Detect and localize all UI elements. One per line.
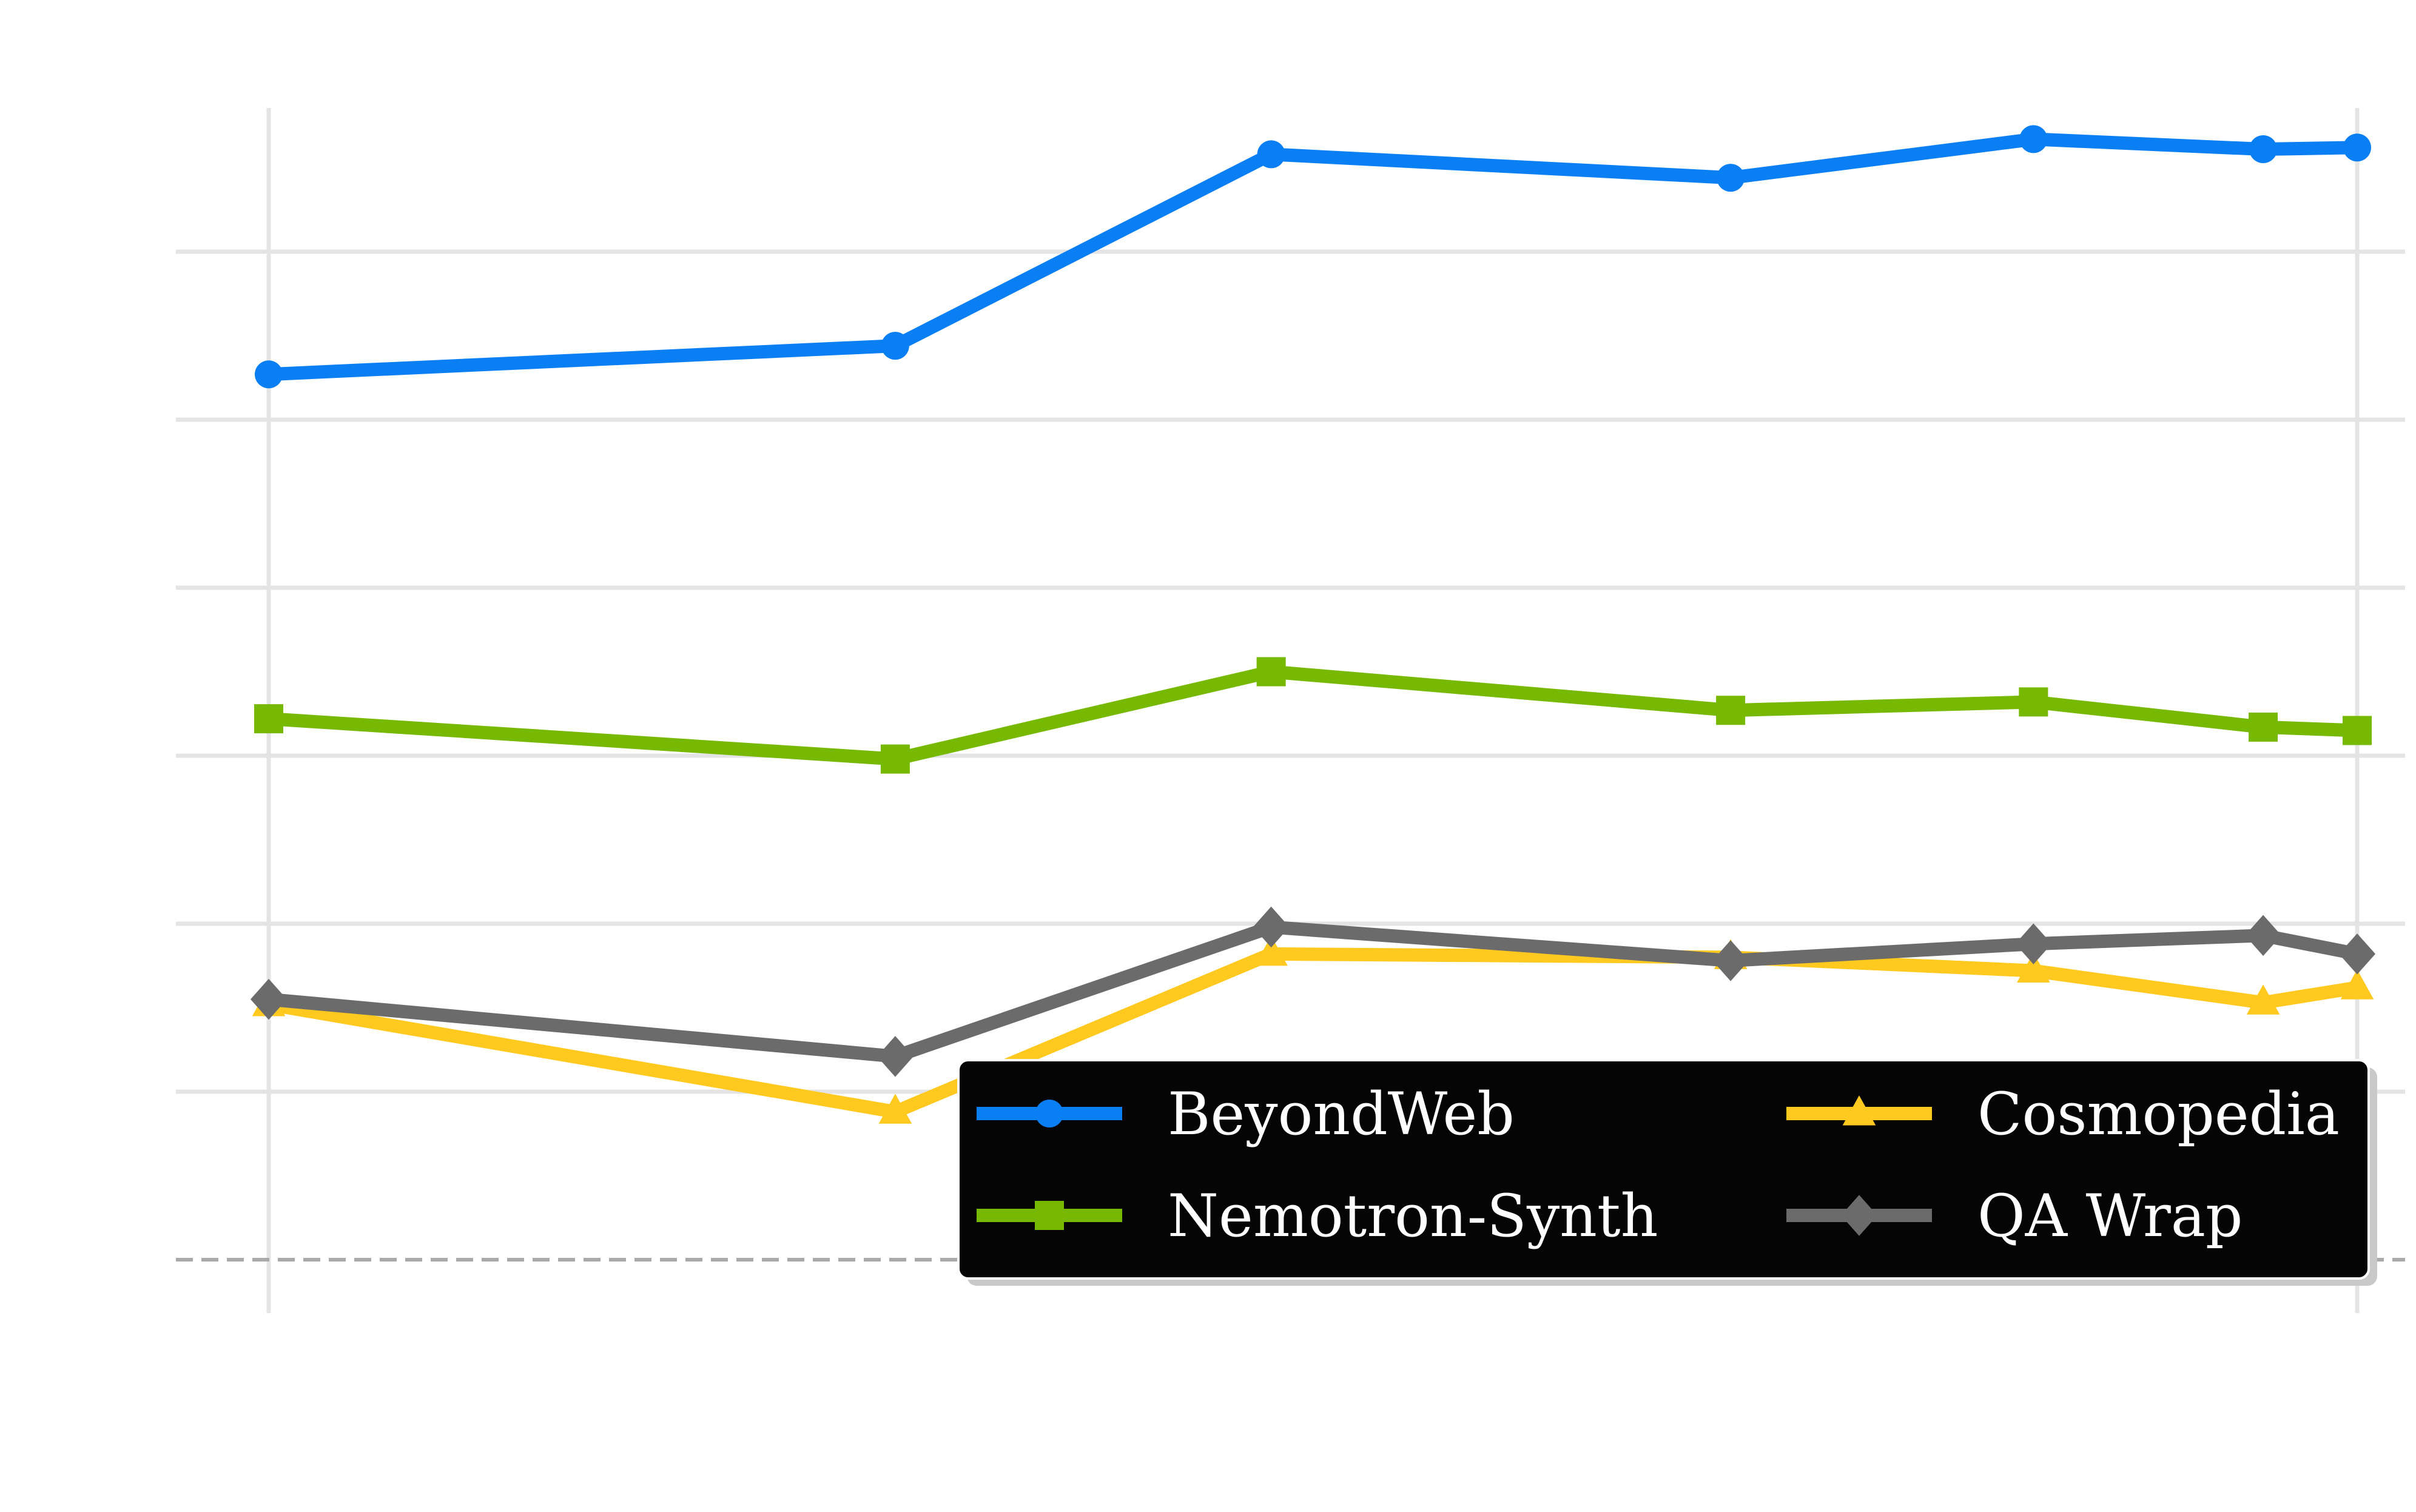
legend: BeyondWeb Nemotron-Synth Cosmopedia QA Wrap <box>957 1059 2377 1286</box>
data-point-beyondweb <box>1717 164 1745 192</box>
data-point-beyondweb <box>881 332 909 360</box>
data-point-qa-wrap <box>877 1036 914 1077</box>
legend-item-qa-wrap: QA Wrap <box>1786 1182 2243 1250</box>
data-point-cosmopedia <box>2017 952 2050 983</box>
legend-item-cosmopedia: Cosmopedia <box>1786 1080 2340 1148</box>
legend-item-beyondweb: BeyondWeb <box>977 1080 1515 1148</box>
series-layer <box>251 125 2375 1124</box>
data-point-beyondweb <box>255 360 283 389</box>
data-point-nemotron-synth <box>2019 687 2048 717</box>
data-point-cosmopedia <box>878 1094 912 1124</box>
data-point-qa-wrap <box>1253 906 1290 948</box>
data-point-nemotron-synth <box>1256 657 1286 687</box>
legend-swatch-marker <box>1035 1100 1063 1127</box>
data-point-qa-wrap <box>1712 940 1749 981</box>
legend-label: QA Wrap <box>1977 1182 2243 1250</box>
data-point-beyondweb <box>2019 125 2048 153</box>
data-point-nemotron-synth <box>1716 696 1746 725</box>
legend-label: BeyondWeb <box>1168 1080 1515 1148</box>
data-point-beyondweb <box>2343 133 2371 162</box>
series-nemotron-synth <box>254 657 2372 774</box>
legend-box <box>957 1059 2370 1280</box>
data-point-beyondweb <box>2249 135 2278 164</box>
data-point-cosmopedia <box>2246 984 2280 1015</box>
data-point-nemotron-synth <box>254 704 283 734</box>
data-point-beyondweb <box>1257 140 1285 169</box>
data-point-cosmopedia <box>1254 935 1288 966</box>
data-point-cosmopedia <box>2340 969 2374 1000</box>
data-point-qa-wrap <box>251 978 287 1020</box>
legend-item-nemotron-synth: Nemotron-Synth <box>977 1182 1658 1250</box>
data-point-qa-wrap <box>2245 915 2282 956</box>
series-line-beyondweb <box>268 132 2358 381</box>
series-qa-wrap <box>251 906 2375 1077</box>
legend-label: Cosmopedia <box>1977 1080 2340 1148</box>
legend-swatch-marker <box>1035 1201 1064 1230</box>
data-point-nemotron-synth <box>2249 712 2278 742</box>
data-point-nemotron-synth <box>880 744 910 774</box>
data-point-nemotron-synth <box>2343 716 2372 745</box>
data-point-qa-wrap <box>2015 923 2052 964</box>
series-beyondweb <box>255 125 2371 389</box>
data-point-qa-wrap <box>2339 933 2375 975</box>
legend-swatch-marker <box>1841 1195 1877 1236</box>
legend-swatch-marker <box>1842 1095 1876 1126</box>
legend-label: Nemotron-Synth <box>1168 1182 1658 1250</box>
